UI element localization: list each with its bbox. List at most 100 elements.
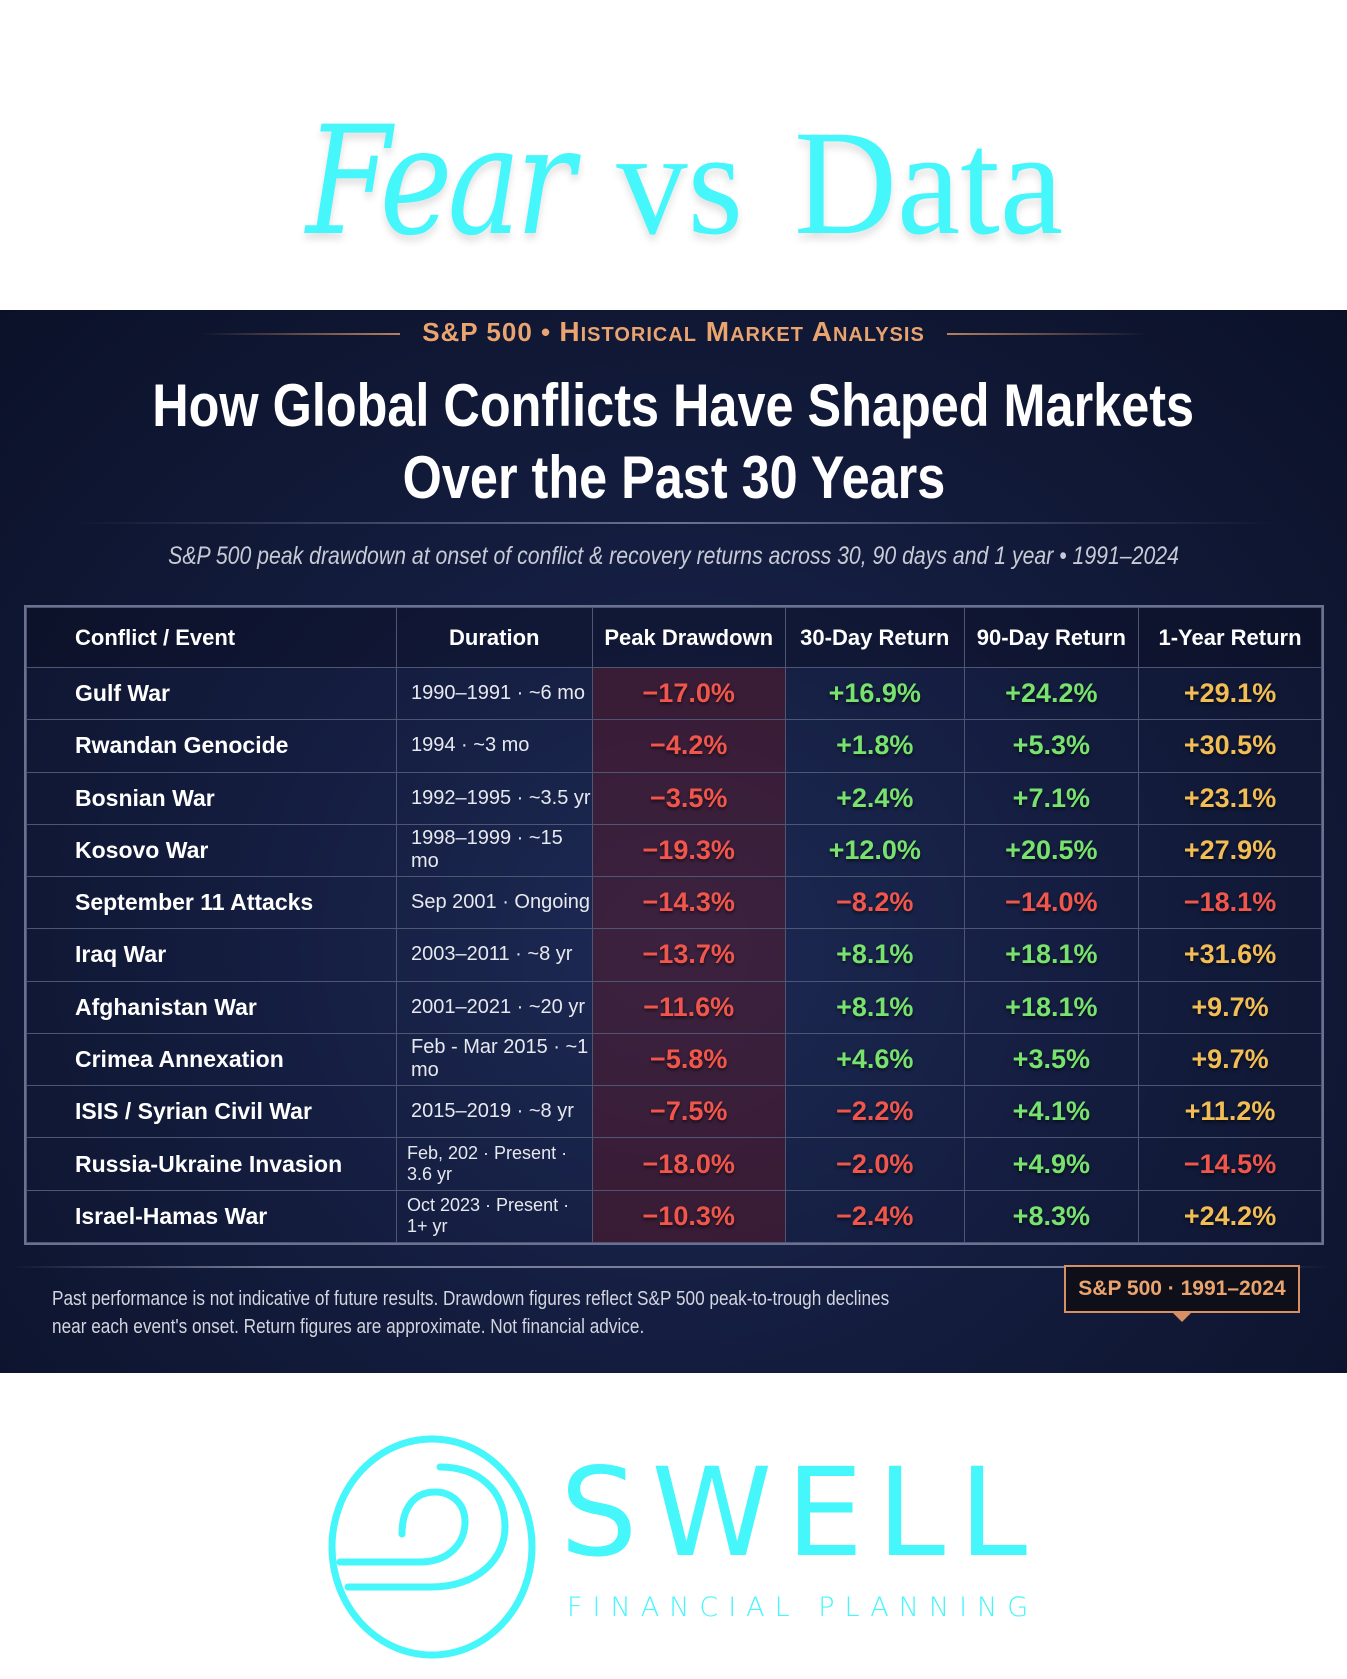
cell-90day: +20.5% bbox=[963, 823, 1140, 878]
table-row: Iraq War 2003–2011 · ~8 yr −13.7% +8.1% … bbox=[26, 928, 1322, 982]
cell-event: Iraq War bbox=[26, 928, 397, 982]
kicker-rule-right bbox=[947, 333, 1148, 336]
swell-logo: SWELL FINANCIAL PLANNING bbox=[320, 1432, 1040, 1662]
cell-duration: Sep 2001 · Ongoing bbox=[396, 876, 593, 930]
table-row: Israel-Hamas War Oct 2023 · Present · 1+… bbox=[26, 1189, 1322, 1244]
cell-30day: +1.8% bbox=[784, 719, 965, 773]
cell-1year: +9.7% bbox=[1138, 1032, 1322, 1087]
disclaimer-line-2: near each event's onset. Return figures … bbox=[52, 1316, 645, 1338]
cell-90day: +18.1% bbox=[963, 980, 1140, 1034]
cell-90day: +18.1% bbox=[963, 928, 1140, 982]
cell-30day: +4.6% bbox=[784, 1032, 965, 1087]
cell-event: Afghanistan War bbox=[26, 980, 397, 1034]
wave-circle-icon bbox=[328, 1435, 536, 1659]
headline-data: Data bbox=[794, 100, 1064, 266]
header-duration: Duration bbox=[396, 607, 593, 668]
cell-90day: −14.0% bbox=[963, 876, 1140, 930]
cell-90day: +8.3% bbox=[963, 1189, 1140, 1244]
cell-drawdown: −5.8% bbox=[591, 1032, 786, 1087]
cell-1year: +29.1% bbox=[1138, 666, 1322, 721]
cell-30day: +12.0% bbox=[784, 823, 965, 878]
cell-event: ISIS / Syrian Civil War bbox=[26, 1085, 397, 1139]
disclaimer-line-1: Past performance is not indicative of fu… bbox=[52, 1288, 890, 1310]
logo-tagline: FINANCIAL PLANNING bbox=[567, 1592, 1039, 1623]
cell-drawdown: −17.0% bbox=[591, 666, 786, 721]
cell-1year: +11.2% bbox=[1138, 1085, 1322, 1139]
cell-drawdown: −14.3% bbox=[591, 876, 786, 930]
cell-90day: +5.3% bbox=[963, 719, 1140, 773]
cell-event: Russia-Ukraine Invasion bbox=[26, 1137, 397, 1191]
cell-drawdown: −3.5% bbox=[591, 771, 786, 825]
table-row: Russia-Ukraine Invasion Feb, 202 · Prese… bbox=[26, 1137, 1322, 1191]
cell-1year: +27.9% bbox=[1138, 823, 1322, 878]
cell-drawdown: −11.6% bbox=[591, 980, 786, 1034]
table-row: Crimea Annexation Feb - Mar 2015 · ~1 mo… bbox=[26, 1032, 1322, 1087]
cell-1year: +30.5% bbox=[1138, 719, 1322, 773]
table-row: Gulf War 1990–1991 · ~6 mo −17.0% +16.9%… bbox=[26, 666, 1322, 721]
cell-duration: Feb - Mar 2015 · ~1 mo bbox=[396, 1032, 593, 1087]
table-row: ISIS / Syrian Civil War 2015–2019 · ~8 y… bbox=[26, 1085, 1322, 1139]
disclaimer: Past performance is not indicative of fu… bbox=[52, 1285, 1072, 1341]
subtitle-text: S&P 500 peak drawdown at onset of confli… bbox=[168, 542, 1179, 570]
cell-duration: 2001–2021 · ~20 yr bbox=[396, 980, 593, 1034]
title-line-1: How Global Conflicts Have Shaped Markets bbox=[152, 372, 1195, 439]
table-row: Bosnian War 1992–1995 · ~3.5 yr −3.5% +2… bbox=[26, 771, 1322, 825]
header-90day: 90-Day Return bbox=[963, 607, 1140, 668]
cell-event: Kosovo War bbox=[26, 823, 397, 878]
cell-duration: 1992–1995 · ~3.5 yr bbox=[396, 771, 593, 825]
cell-30day: +8.1% bbox=[784, 980, 965, 1034]
header-30day: 30-Day Return bbox=[784, 607, 965, 668]
table-header-row: Conflict / Event Duration Peak Drawdown … bbox=[26, 607, 1322, 668]
cell-drawdown: −18.0% bbox=[591, 1137, 786, 1191]
logo-brand: SWELL bbox=[560, 1442, 1042, 1584]
cell-drawdown: −10.3% bbox=[591, 1189, 786, 1244]
table-row: Kosovo War 1998–1999 · ~15 mo −19.3% +12… bbox=[26, 823, 1322, 878]
cell-event: Crimea Annexation bbox=[26, 1032, 397, 1087]
kicker: S&P 500 • Historical Market Analysis bbox=[0, 316, 1347, 348]
cell-1year: +31.6% bbox=[1138, 928, 1322, 982]
cell-90day: +4.1% bbox=[963, 1085, 1140, 1139]
cell-1year: −18.1% bbox=[1138, 876, 1322, 930]
cell-duration: 2015–2019 · ~8 yr bbox=[396, 1085, 593, 1139]
conflict-table: Conflict / Event Duration Peak Drawdown … bbox=[24, 605, 1324, 1245]
cell-90day: +24.2% bbox=[963, 666, 1140, 721]
header-1year: 1-Year Return bbox=[1138, 607, 1322, 668]
table-row: Afghanistan War 2001–2021 · ~20 yr −11.6… bbox=[26, 980, 1322, 1034]
cell-event: Bosnian War bbox=[26, 771, 397, 825]
cell-30day: −2.2% bbox=[784, 1085, 965, 1139]
kicker-label: Historical Market Analysis bbox=[559, 316, 925, 347]
kicker-rule-left bbox=[199, 333, 400, 336]
cell-1year: −14.5% bbox=[1138, 1137, 1322, 1191]
cell-event: Gulf War bbox=[26, 666, 397, 721]
kicker-separator: • bbox=[541, 317, 552, 347]
table-row: Rwandan Genocide 1994 · ~3 mo −4.2% +1.8… bbox=[26, 719, 1322, 773]
kicker-brand: S&P 500 bbox=[422, 317, 533, 347]
source-badge: S&P 500 · 1991–2024 bbox=[1064, 1265, 1300, 1322]
cell-30day: −2.4% bbox=[784, 1189, 965, 1244]
page-title: How Global Conflicts Have Shaped Markets… bbox=[0, 370, 1347, 514]
cell-90day: +7.1% bbox=[963, 771, 1140, 825]
headline: Fear vs Data bbox=[0, 95, 1347, 275]
table-row: September 11 Attacks Sep 2001 · Ongoing … bbox=[26, 876, 1322, 930]
cell-event: September 11 Attacks bbox=[26, 876, 397, 930]
cell-drawdown: −7.5% bbox=[591, 1085, 786, 1139]
cell-duration: Feb, 202 · Present · 3.6 yr bbox=[396, 1137, 593, 1191]
cell-event: Rwandan Genocide bbox=[26, 719, 397, 773]
cell-90day: +4.9% bbox=[963, 1137, 1140, 1191]
cell-30day: −2.0% bbox=[784, 1137, 965, 1191]
infographic-panel: S&P 500 • Historical Market Analysis How… bbox=[0, 310, 1347, 1373]
cell-duration: 1990–1991 · ~6 mo bbox=[396, 666, 593, 721]
header-event: Conflict / Event bbox=[26, 607, 397, 668]
header-drawdown: Peak Drawdown bbox=[591, 607, 786, 668]
title-line-2: Over the Past 30 Years bbox=[402, 444, 945, 511]
cell-duration: 2003–2011 · ~8 yr bbox=[396, 928, 593, 982]
cell-30day: −8.2% bbox=[784, 876, 965, 930]
cell-event: Israel-Hamas War bbox=[26, 1189, 397, 1244]
cell-drawdown: −13.7% bbox=[591, 928, 786, 982]
headline-vs: vs bbox=[616, 100, 744, 266]
footer-divider bbox=[10, 1266, 1330, 1268]
cell-duration: 1994 · ~3 mo bbox=[396, 719, 593, 773]
cell-drawdown: −19.3% bbox=[591, 823, 786, 878]
cell-30day: +8.1% bbox=[784, 928, 965, 982]
title-divider bbox=[70, 522, 1280, 524]
